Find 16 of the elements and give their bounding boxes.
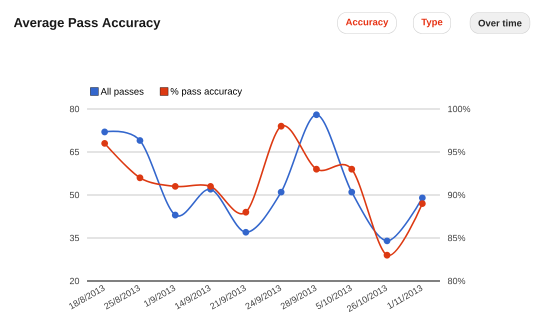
legend-label: All passes <box>100 88 144 97</box>
y2-tick-label: 100% <box>448 106 470 112</box>
y2-tick-label: 80% <box>448 278 466 284</box>
y2-tick-label: 90% <box>448 192 466 198</box>
text: Accuracy <box>346 18 388 28</box>
y-tick-label: 50 <box>70 192 80 198</box>
y-tick-label: 35 <box>70 234 80 242</box>
text: Over time <box>478 20 522 26</box>
legend-label: % pass accuracy <box>170 88 242 97</box>
y-tick-label: 80 <box>70 106 80 112</box>
text: Type <box>421 18 442 28</box>
y2-tick-label: 95% <box>448 148 466 156</box>
y2-tick-label: 85% <box>448 234 466 242</box>
y-tick-label: 20 <box>70 278 80 284</box>
chart-title: Average Pass Accuracy <box>14 18 160 30</box>
y-tick-label: 65 <box>70 148 80 156</box>
